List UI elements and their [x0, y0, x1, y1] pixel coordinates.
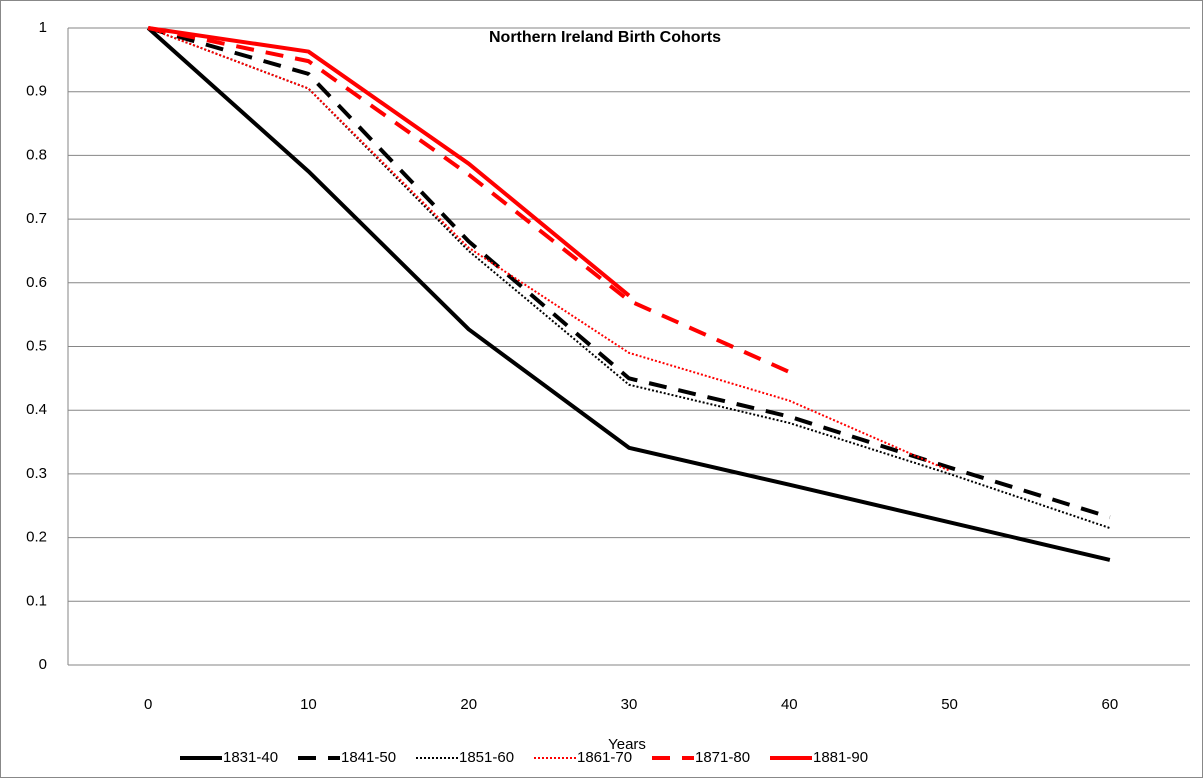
x-tick-label: 50 [941, 696, 958, 713]
legend-label: 1851-60 [459, 749, 514, 766]
y-tick-label: 0 [39, 656, 47, 673]
series-line [147, 26, 631, 298]
y-tick-label: 0.3 [26, 465, 47, 482]
x-axis-title: Years [608, 736, 646, 753]
plot [146, 26, 1111, 562]
y-tick-label: 0.4 [26, 401, 47, 418]
x-tick-label: 10 [300, 696, 317, 713]
grid: 00.10.20.30.40.50.60.70.80.910 10 20 30 40 50… [26, 19, 1190, 713]
x-tick-label: 30 [621, 696, 638, 713]
legend-label: 1871-80 [695, 749, 750, 766]
series-line [146, 26, 1111, 562]
y-tick-label: 0.1 [26, 592, 47, 609]
y-tick-label: 0.5 [26, 337, 47, 354]
y-tick-label: 0.8 [26, 146, 47, 163]
legend-label: 1831-40 [223, 749, 278, 766]
x-tick-label: 20 [460, 696, 477, 713]
x-tick-label: 0 [144, 696, 152, 713]
y-tick-label: 1 [39, 19, 47, 36]
series-line [147, 26, 1111, 520]
legend-label: 1881-90 [813, 749, 868, 766]
x-tick-label: 40 [781, 696, 798, 713]
series-line [147, 27, 950, 472]
legend-label: 1841-50 [341, 749, 396, 766]
legend: 1831-40 1841-50 1851-60 1861-70 1871-80 1881-… [180, 749, 868, 766]
y-tick-label: 0.7 [26, 210, 47, 227]
legend-label: 1861-70 [577, 749, 632, 766]
chart-title: Northern Ireland Birth Cohorts [489, 29, 721, 46]
y-tick-label: 0.9 [26, 83, 47, 100]
y-tick-label: 0.2 [26, 529, 47, 546]
series-line [147, 27, 1111, 529]
x-tick-label: 60 [1102, 696, 1119, 713]
y-tick-label: 0.6 [26, 274, 47, 291]
series-line [147, 26, 791, 374]
